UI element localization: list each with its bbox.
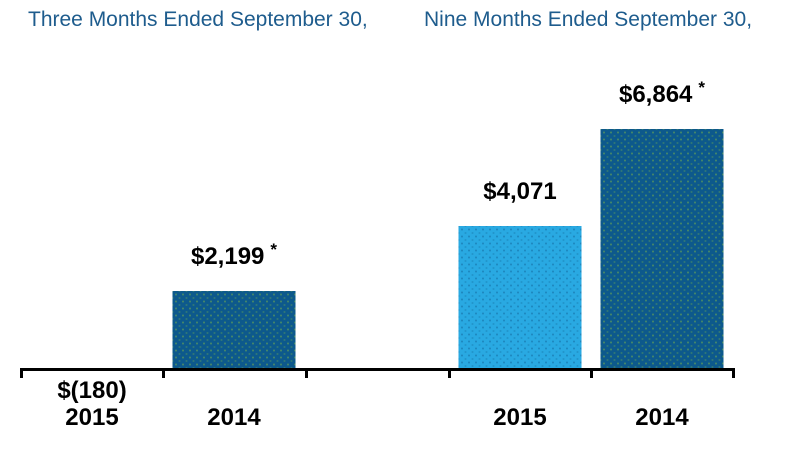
bar-value-label: $4,071* <box>420 178 620 206</box>
group-title-nine-months: Nine Months Ended September 30, <box>424 8 753 31</box>
bar-slot-three-months-2014: $2,199 * 2014 <box>134 100 334 431</box>
axis-tick <box>590 368 593 378</box>
x-category-label: 2015 <box>493 404 547 431</box>
bar-value-text: $2,199 <box>190 243 265 271</box>
bar-value-label: $(180)* <box>0 377 192 405</box>
bar-value-label: $2,199 * <box>134 240 334 271</box>
bar <box>458 226 582 368</box>
axis-tick <box>305 368 308 378</box>
bar-slot-three-months-2015: $(180)* 2015 <box>0 100 192 431</box>
plot-area: $(180)* 2015 $2,199* 2014 $4,071* 2015 $… <box>20 78 735 431</box>
x-axis-line <box>20 368 735 371</box>
group-title-three-months: Three Months Ended September 30, <box>28 8 368 31</box>
bar-value-text: $(180) <box>57 377 127 404</box>
footnote-asterisk: * <box>698 77 706 97</box>
bar-value-text: $4,071 <box>483 178 557 206</box>
x-category-label: 2014 <box>635 404 689 431</box>
footnote-asterisk: * <box>270 240 278 260</box>
axis-tick <box>162 368 165 378</box>
bar <box>172 291 296 368</box>
bar <box>600 128 724 368</box>
axis-tick <box>448 368 451 378</box>
axis-tick <box>732 368 735 378</box>
x-category-label: 2015 <box>65 404 119 431</box>
bar-value-label: $6,864 * <box>562 77 762 109</box>
axis-tick <box>20 368 23 378</box>
bar-value-text: $6,864 <box>618 80 693 108</box>
x-category-label: 2014 <box>207 404 261 431</box>
bar-slot-nine-months-2015: $4,071* 2015 <box>420 100 620 431</box>
bar-slot-nine-months-2014: $6,864 * 2014 <box>562 78 762 431</box>
